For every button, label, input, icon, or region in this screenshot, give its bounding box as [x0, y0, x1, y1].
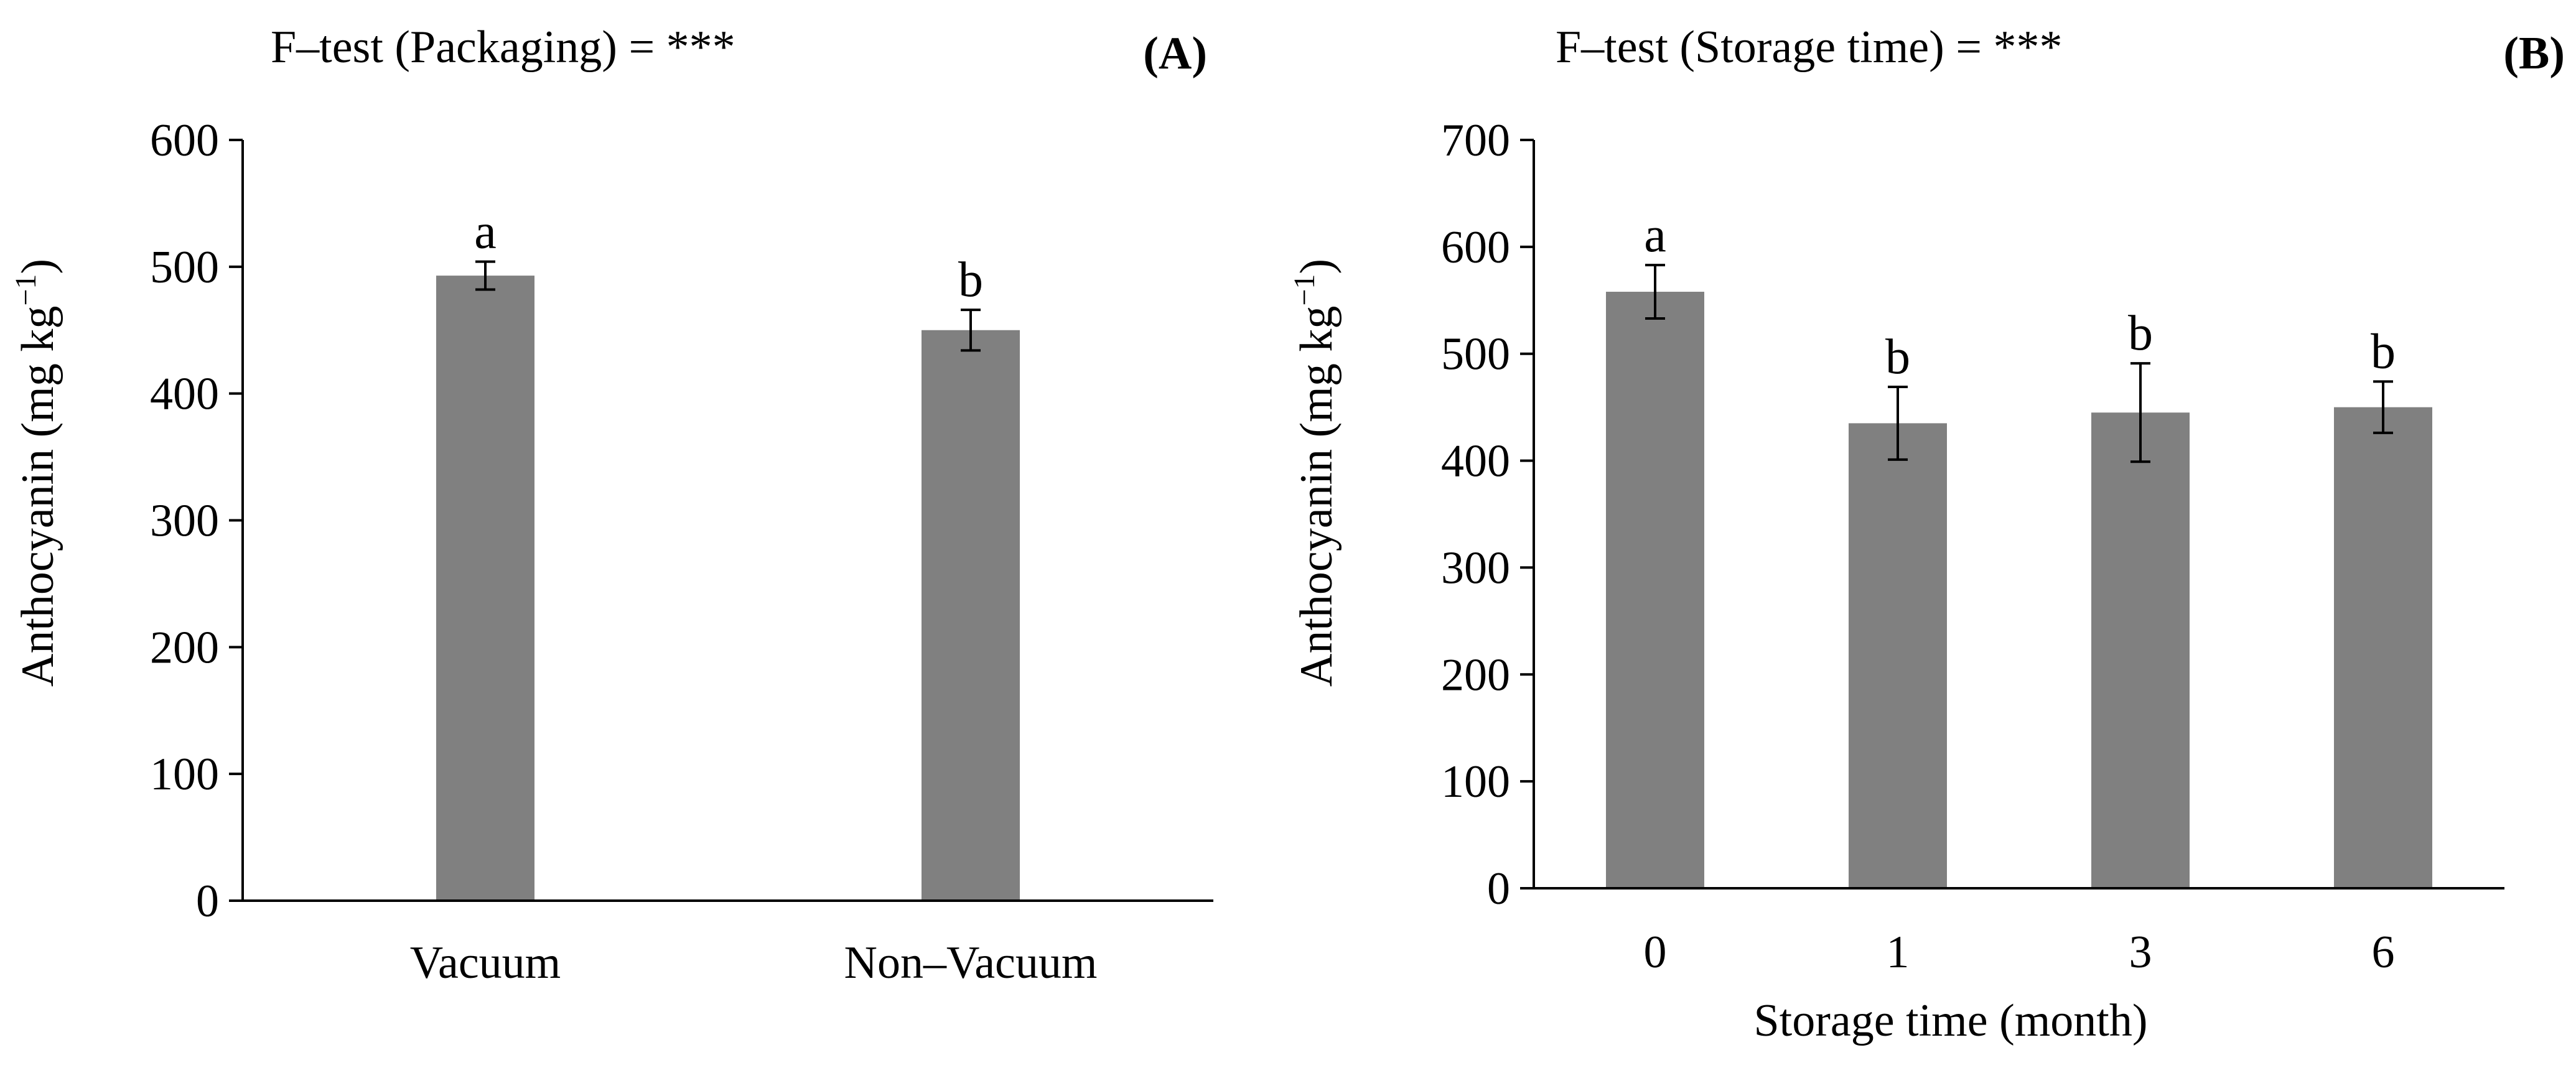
panel-b-x-tick-label: 0: [1644, 927, 1667, 978]
panel-a-y-tick-label: 600: [150, 115, 219, 166]
panel-b-y-tick-label: 0: [1487, 863, 1510, 914]
panel-a-title: F–test (Packaging) = ***: [271, 22, 735, 73]
panel-b-chart: F–test (Storage time) = *** (B) Anthocya…: [1288, 22, 2565, 1046]
panel-b-y-tick-label: 400: [1441, 436, 1510, 487]
panel-a-significance-letter: b: [958, 253, 983, 307]
panel-a-chart: F–test (Packaging) = *** (A) Anthocyanin…: [9, 22, 1213, 988]
panel-a-ylabel-sup: −1: [9, 274, 42, 306]
panel-b-title: F–test (Storage time) = ***: [1556, 22, 2063, 73]
panel-a-y-tick-label: 100: [150, 749, 219, 800]
panel-b-x-tick-label: 6: [2372, 927, 2395, 978]
panel-b-ylabel-main: Anthocyanin (mg kg: [1291, 306, 1342, 687]
panel-b-y-tick-label: 200: [1441, 649, 1510, 700]
panel-a-y-tick-label: 200: [150, 622, 219, 673]
panel-a-significance-letter: a: [474, 205, 497, 259]
panel-b-y-tick-label: 300: [1441, 542, 1510, 593]
panel-a-x-tick-label: Vacuum: [410, 937, 561, 988]
panel-a-y-tick-label: 500: [150, 242, 219, 293]
panel-b-ylabel-sup: −1: [1288, 274, 1321, 306]
panel-a-ylabel: Anthocyanin (mg kg−1): [9, 259, 63, 687]
panel-b-bar: [2091, 412, 2190, 888]
panel-a-x-tick-label: Non–Vacuum: [844, 937, 1098, 988]
panel-b-x-tick-label: 3: [2129, 927, 2152, 978]
panel-a-ylabel-main: Anthocyanin (mg kg: [12, 306, 63, 687]
panel-b-bar: [1606, 292, 1704, 889]
panel-a-label: (A): [1143, 28, 1207, 79]
panel-a-bar: [436, 276, 534, 901]
panel-b-significance-letter: a: [1644, 208, 1666, 262]
panel-b-significance-letter: b: [2371, 324, 2396, 379]
panel-b-bar: [1849, 423, 1947, 888]
panel-b-label: (B): [2503, 28, 2565, 79]
panel-b-significance-letter: b: [2128, 306, 2153, 361]
panel-b-xlabel: Storage time (month): [1754, 995, 2148, 1046]
panel-a-y-tick-label: 400: [150, 369, 219, 420]
panel-a-y-tick-label: 300: [150, 496, 219, 547]
panel-b-y-tick-label: 100: [1441, 756, 1510, 807]
panel-b-significance-letter: b: [1885, 330, 1910, 384]
panel-b-x-tick-label: 1: [1887, 927, 1910, 978]
panel-b-y-tick-label: 500: [1441, 329, 1510, 380]
panel-a-bar: [922, 330, 1020, 901]
panel-a-ylabel-close: ): [12, 259, 63, 274]
panel-b-ylabel-close: ): [1291, 259, 1342, 274]
panel-a-y-tick-label: 0: [196, 876, 219, 927]
panel-b-bar: [2334, 407, 2432, 888]
panel-b-y-tick-label: 600: [1441, 222, 1510, 273]
panel-b-ylabel: Anthocyanin (mg kg−1): [1288, 259, 1342, 687]
panel-b-y-tick-label: 700: [1441, 115, 1510, 166]
